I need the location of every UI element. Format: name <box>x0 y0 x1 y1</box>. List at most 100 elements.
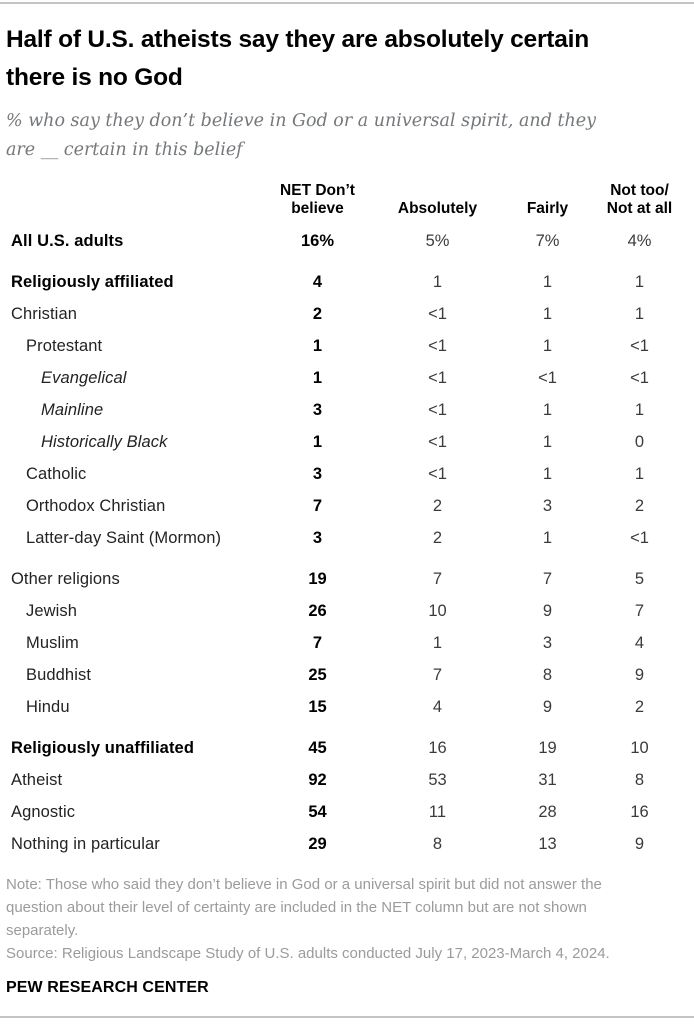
absolutely-value-cell: 7 <box>432 569 443 588</box>
column-header-fairly: Fairly <box>526 200 569 217</box>
fairly-value-cell: 1 <box>542 400 553 419</box>
not-too-value-cell: <1 <box>630 336 649 355</box>
source-line: Source: Religious Landscape Study of U.S… <box>6 945 610 962</box>
net-value-cell: 3 <box>312 400 323 419</box>
table-row: Christian 2 <1 1 1 <box>6 298 688 330</box>
net-value-cell: 2 <box>312 304 323 323</box>
absolutely-value-cell: <1 <box>428 336 447 355</box>
absolutely-value-cell: 1 <box>432 633 443 652</box>
net-value-cell: 4 <box>312 272 323 291</box>
table-row: Agnostic 54 11 28 16 <box>6 796 688 828</box>
absolutely-value-cell: 16 <box>428 738 447 757</box>
absolutely-value-cell: <1 <box>428 368 447 387</box>
table-row: Protestant 1 <1 1 <1 <box>6 330 688 362</box>
absolutely-value-cell: 2 <box>432 496 443 515</box>
table-row: Orthodox Christian 7 2 3 2 <box>6 490 688 522</box>
table-row: All U.S. adults 16% 5% 7% 4% <box>6 225 688 257</box>
table-row: Mainline 3 <1 1 1 <box>6 394 688 426</box>
net-value-cell: 29 <box>308 834 327 853</box>
row-label: Historically Black <box>41 432 168 451</box>
table-row: Latter-day Saint (Mormon) 3 2 1 <1 <box>6 522 688 554</box>
absolutely-value-cell: 8 <box>432 834 443 853</box>
data-table: NET Don’t believe Absolutely Fairly Not … <box>6 182 688 860</box>
absolutely-value-cell: 10 <box>428 601 447 620</box>
not-too-value-cell: 10 <box>630 738 649 757</box>
not-too-value-cell: <1 <box>630 528 649 547</box>
absolutely-value-cell: 7 <box>432 665 443 684</box>
table-header-row: NET Don’t believe Absolutely Fairly Not … <box>6 182 688 218</box>
row-label: Atheist <box>11 770 63 789</box>
fairly-value-cell: 1 <box>542 528 553 547</box>
net-value-cell: 92 <box>308 770 327 789</box>
not-too-value-cell: 4 <box>634 633 645 652</box>
net-value-cell: 1 <box>312 368 323 387</box>
row-label: All U.S. adults <box>11 231 124 250</box>
row-label: Evangelical <box>41 368 127 387</box>
fairly-value-cell: 8 <box>542 665 553 684</box>
fairly-value-cell: 28 <box>538 802 557 821</box>
absolutely-value-cell: 2 <box>432 528 443 547</box>
fairly-value-cell: 9 <box>542 601 553 620</box>
table-row: Nothing in particular 29 8 13 9 <box>6 828 688 860</box>
absolutely-value-cell: 4 <box>432 697 443 716</box>
row-label: Mainline <box>41 400 104 419</box>
fairly-value-cell: <1 <box>538 368 557 387</box>
fairly-value-cell: 13 <box>538 834 557 853</box>
not-too-value-cell: 9 <box>634 834 645 853</box>
row-label: Muslim <box>26 633 79 652</box>
absolutely-value-cell: <1 <box>428 400 447 419</box>
row-label: Protestant <box>26 336 103 355</box>
top-divider <box>0 2 694 4</box>
row-label: Orthodox Christian <box>26 496 166 515</box>
row-label: Jewish <box>26 601 78 620</box>
not-too-value-cell: 0 <box>634 432 645 451</box>
not-too-value-cell: 7 <box>634 601 645 620</box>
row-label: Nothing in particular <box>11 834 160 853</box>
not-too-value-cell: 1 <box>634 400 645 419</box>
row-label: Hindu <box>26 697 70 716</box>
absolutely-value-cell: <1 <box>428 464 447 483</box>
absolutely-value-cell: 11 <box>428 802 447 821</box>
fairly-value-cell: 9 <box>542 697 553 716</box>
fairly-value-cell: 3 <box>542 633 553 652</box>
page-subtitle: % who say they don’t believe in God or a… <box>6 111 597 160</box>
table-body: All U.S. adults 16% 5% 7% 4% Religiously… <box>6 225 688 860</box>
absolutely-value-cell: 1 <box>432 272 443 291</box>
not-too-value-cell: 5 <box>634 569 645 588</box>
table-row: Evangelical 1 <1 <1 <1 <box>6 362 688 394</box>
absolutely-value-cell: <1 <box>428 304 447 323</box>
not-too-value-cell: 1 <box>634 464 645 483</box>
absolutely-value-cell: 53 <box>428 770 447 789</box>
fairly-value-cell: 1 <box>542 464 553 483</box>
net-value-cell: 54 <box>308 802 327 821</box>
bottom-divider <box>0 1016 694 1018</box>
net-value-cell: 3 <box>312 464 323 483</box>
column-header-absolutely: Absolutely <box>397 200 478 217</box>
row-label: Religiously unaffiliated <box>11 738 195 757</box>
table-row: Religiously affiliated 4 1 1 1 <box>6 266 688 298</box>
net-value-cell: 7 <box>312 496 323 515</box>
table-row: Atheist 92 53 31 8 <box>6 764 688 796</box>
fairly-value-cell: 19 <box>538 738 557 757</box>
not-too-value-cell: <1 <box>630 368 649 387</box>
net-value-cell: 25 <box>308 665 327 684</box>
not-too-value-cell: 1 <box>634 272 645 291</box>
net-value-cell: 16% <box>300 231 335 250</box>
table-row: Historically Black 1 <1 1 0 <box>6 426 688 458</box>
table-row: Religiously unaffiliated 45 16 19 10 <box>6 732 688 764</box>
table-row: Muslim 7 1 3 4 <box>6 627 688 659</box>
table-row: Catholic 3 <1 1 1 <box>6 458 688 490</box>
fairly-value-cell: 1 <box>542 336 553 355</box>
net-value-cell: 15 <box>308 697 327 716</box>
column-header-net-dont-believe: NET Don’t believe <box>280 182 355 217</box>
row-label: Buddhist <box>26 665 92 684</box>
row-label: Other religions <box>11 569 120 588</box>
fairly-value-cell: 3 <box>542 496 553 515</box>
net-value-cell: 1 <box>312 432 323 451</box>
fairly-value-cell: 1 <box>542 432 553 451</box>
table-row: Other religions 19 7 7 5 <box>6 563 688 595</box>
not-too-value-cell: 4% <box>627 231 652 250</box>
not-too-value-cell: 9 <box>634 665 645 684</box>
net-value-cell: 45 <box>308 738 327 757</box>
